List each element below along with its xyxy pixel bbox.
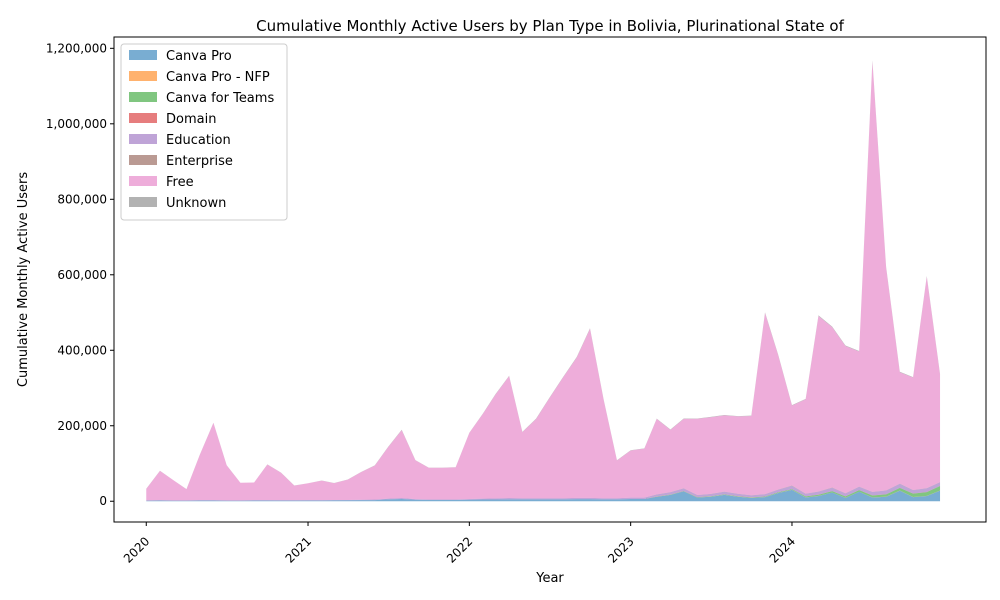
- y-tick-label: 800,000: [57, 192, 107, 206]
- area-series-4: [146, 482, 941, 501]
- legend-label: Canva for Teams: [166, 91, 274, 106]
- legend-swatch: [129, 155, 157, 165]
- x-axis-title: Year: [535, 571, 564, 586]
- legend-swatch: [129, 71, 157, 81]
- legend-label: Education: [166, 133, 231, 148]
- legend-label: Domain: [166, 112, 216, 127]
- legend-swatch: [129, 92, 157, 102]
- area-series-0: [146, 489, 941, 502]
- y-tick-label: 1,200,000: [46, 41, 107, 55]
- legend-swatch: [129, 197, 157, 207]
- y-axis: 0 200,000 400,000 600,000 800,000 1,000,000 1,…: [46, 41, 114, 508]
- series-areas: [146, 60, 941, 502]
- legend-frame: [120, 43, 288, 221]
- y-tick-label: 0: [99, 494, 107, 508]
- legend-swatch: [129, 134, 157, 144]
- legend-label: Canva Pro - NFP: [166, 70, 270, 85]
- y-axis-title: Cumulative Monthly Active Users: [16, 172, 31, 387]
- legend-swatch: [129, 113, 157, 123]
- y-tick-label: 1,000,000: [46, 117, 107, 131]
- plot-frame: [113, 36, 987, 523]
- legend-swatch: [129, 176, 157, 186]
- y-tick-label: 200,000: [57, 419, 107, 433]
- legend-label: Canva Pro: [166, 49, 232, 64]
- chart-title: Cumulative Monthly Active Users by Plan …: [256, 17, 844, 35]
- area-series-6: [146, 61, 941, 501]
- legend-swatch: [129, 50, 157, 60]
- y-tick-label: 400,000: [57, 343, 107, 357]
- legend: Canva Pro Canva Pro - NFP Canva for Teams D…: [120, 43, 288, 221]
- y-tick-label: 600,000: [57, 268, 107, 282]
- legend-label: Enterprise: [166, 154, 233, 169]
- legend-label: Unknown: [166, 196, 226, 211]
- legend-label: Free: [166, 175, 194, 190]
